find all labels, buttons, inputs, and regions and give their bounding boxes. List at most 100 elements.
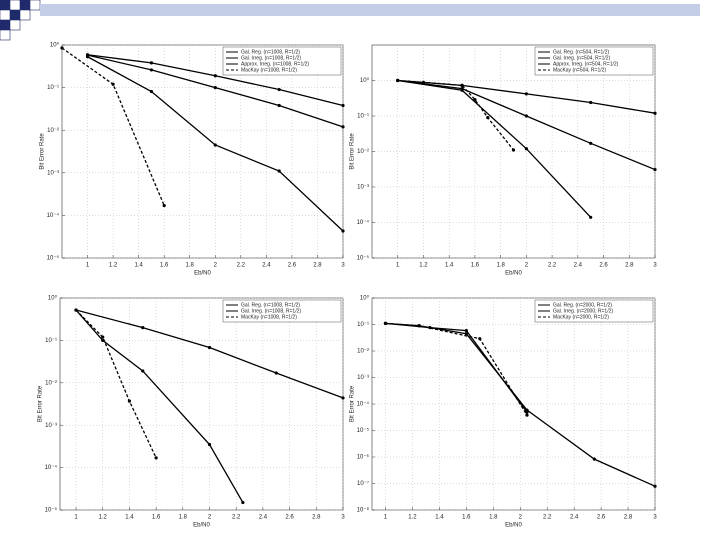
legend-label: Gal. Reg. (n=2000, R=1/2) <box>553 302 612 308</box>
data-point <box>277 169 281 173</box>
data-point <box>149 61 154 65</box>
y-tick-label: 10⁻⁴ <box>357 401 370 408</box>
x-tick-label: 2.4 <box>259 515 268 521</box>
x-tick-label: 3 <box>653 263 657 269</box>
data-point <box>85 55 90 59</box>
x-tick-label: 1 <box>384 515 388 521</box>
data-point <box>396 78 400 83</box>
data-point <box>111 82 115 86</box>
data-point <box>341 125 345 129</box>
data-point <box>383 321 388 326</box>
data-point <box>653 111 657 115</box>
legend-label: Gal. Irreg. (n=1008, R=1/2) <box>241 55 301 61</box>
x-tick-label: 2.8 <box>624 515 633 521</box>
x-tick-label: 2.4 <box>570 515 579 521</box>
data-point <box>478 337 482 341</box>
x-tick-label: 2 <box>208 515 212 521</box>
y-tick-label: 10⁻⁵ <box>45 507 58 514</box>
x-tick-label: 1.6 <box>160 263 169 269</box>
x-tick-label: 2.4 <box>574 263 583 269</box>
slide-decoration <box>0 0 700 41</box>
data-point <box>653 484 657 488</box>
legend-label: Gal. Irreg. (n=504, R=1/2) <box>553 55 611 61</box>
x-tick-label: 2.2 <box>232 515 241 521</box>
y-tick-label: 10⁻⁵ <box>357 427 370 434</box>
y-tick-label: 10⁻¹ <box>357 322 369 328</box>
data-point <box>464 332 468 336</box>
data-point <box>524 92 528 96</box>
data-point <box>141 369 145 373</box>
y-tick-label: 10⁻² <box>45 380 57 386</box>
y-axis-label: Bit Error Rate <box>40 133 46 170</box>
data-point <box>127 399 132 403</box>
data-point <box>460 88 464 92</box>
x-tick-label: 1 <box>86 263 90 269</box>
data-point <box>341 229 345 233</box>
data-point <box>274 371 278 375</box>
y-tick-label: 10⁻⁶ <box>357 454 370 461</box>
x-tick-label: 1.2 <box>419 263 428 269</box>
legend-box <box>534 46 654 76</box>
data-point <box>511 148 516 152</box>
x-tick-label: 1.4 <box>134 263 143 269</box>
y-tick-label: 10⁻³ <box>357 185 369 191</box>
legend-box <box>534 299 654 323</box>
x-tick-label: 1.8 <box>186 263 195 269</box>
legend-label: Gal. Reg. (n=1008, R=1/2) <box>241 49 300 55</box>
x-tick-label: 3 <box>653 515 657 521</box>
plot-area <box>61 44 344 259</box>
legend-label: MacKay (n=2000, R=1/2) <box>553 314 609 320</box>
x-axis-label: Eb/N0 <box>505 271 522 277</box>
y-tick-label: 10⁻⁵ <box>47 255 60 262</box>
y-tick-label: 10⁻⁷ <box>357 480 369 487</box>
data-point <box>213 86 217 90</box>
y-tick-label: 10⁻¹ <box>357 114 369 120</box>
x-axis-label: Eb/N0 <box>505 523 522 529</box>
data-point <box>207 442 212 447</box>
y-tick-label: 10⁻² <box>357 349 369 355</box>
series-line <box>397 79 592 218</box>
y-tick-label: 10⁻³ <box>357 375 369 381</box>
y-axis-label: Bit Error Rate <box>350 385 356 422</box>
y-tick-label: 10⁻⁴ <box>357 219 370 226</box>
y-tick-label: 10⁻³ <box>47 170 59 176</box>
x-tick-label: 2.6 <box>597 515 606 521</box>
x-tick-label: 2 <box>214 263 218 269</box>
x-axis-label: Eb/N0 <box>193 523 210 529</box>
x-tick-label: 2.6 <box>288 263 297 269</box>
data-point <box>141 326 145 330</box>
legend-label: Gal. Irreg. (n=2000, R=1/2) <box>553 308 613 314</box>
x-tick-label: 3 <box>341 263 345 269</box>
data-point <box>341 396 345 400</box>
y-tick-label: 10⁰ <box>360 77 370 84</box>
data-point <box>101 335 105 339</box>
y-tick-label: 10⁻¹ <box>47 85 59 91</box>
y-tick-label: 10⁻³ <box>45 423 57 429</box>
x-tick-label: 2.4 <box>262 263 271 269</box>
y-tick-label: 10⁻⁴ <box>45 464 58 471</box>
y-tick-label: 10⁰ <box>50 42 60 49</box>
y-tick-label: 10⁻¹ <box>45 338 57 344</box>
x-tick-label: 3 <box>341 515 345 521</box>
data-point <box>149 68 154 72</box>
legend-label: MacKay (n=504, R=1/2) <box>553 67 606 73</box>
x-tick-label: 2 <box>525 263 529 269</box>
series-line <box>385 322 528 416</box>
chart: 10⁰ 10⁻¹ 10⁻² 10⁻³ 10⁻⁴ 10⁻⁵ 1 1.2 1.4 1.6 1.8 2 2.2… <box>38 295 346 529</box>
data-point <box>417 324 421 328</box>
data-point <box>154 456 158 460</box>
data-point <box>592 457 596 461</box>
plot-area <box>59 297 344 511</box>
data-point <box>213 74 217 78</box>
data-point <box>207 345 212 350</box>
data-point <box>486 116 490 120</box>
x-tick-label: 1.8 <box>179 515 188 521</box>
x-axis-label: Eb/N0 <box>194 271 211 277</box>
legend-label: Gal. Irreg. (n=1008, R=1/2) <box>241 308 301 314</box>
y-tick-label: 10⁻⁸ <box>357 507 370 514</box>
x-tick-label: 1 <box>74 515 78 521</box>
y-tick-label: 10⁻² <box>357 149 369 155</box>
data-point <box>653 167 657 172</box>
data-point <box>162 203 166 208</box>
data-point <box>473 97 477 102</box>
